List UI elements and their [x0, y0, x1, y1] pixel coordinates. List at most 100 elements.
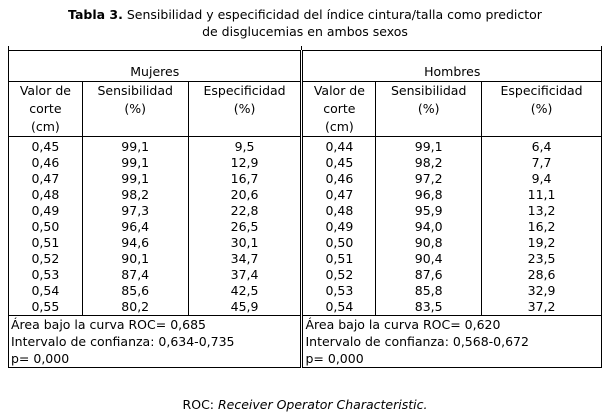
header-text: Sensibilidad — [390, 83, 467, 98]
cell-specificity-women: 26,5 — [188, 219, 304, 235]
footer-p-women: p= 0,000 — [11, 351, 70, 366]
cell-cutoff-men: 0,50 — [301, 235, 377, 251]
cell-cutoff-men: 0,46 — [301, 171, 377, 187]
cell-specificity-men: 19,2 — [481, 235, 602, 251]
cell-specificity-women: 22,8 — [188, 203, 304, 219]
footer-men: Área bajo la curva ROC= 0,620 Intervalo … — [301, 315, 602, 368]
col-header-specificity-women: Especificidad (%) — [188, 81, 304, 137]
cell-sensitivity-men: 85,8 — [375, 283, 483, 299]
footer-auc-women: Área bajo la curva ROC= 0,685 — [11, 317, 206, 332]
cell-cutoff-women: 0,53 — [8, 267, 83, 283]
table-row: 0,55 80,2 45,9 0,54 83,5 37,2 — [8, 299, 602, 316]
cell-sensitivity-women: 90,1 — [82, 251, 189, 267]
col-header-sensitivity-men: Sensibilidad (%) — [375, 81, 483, 137]
table-note: ROC: Receiver Operator Characteristic. — [0, 397, 610, 412]
footer-women: Área bajo la curva ROC= 0,685 Intervalo … — [7, 315, 304, 368]
group-men: Hombres — [301, 50, 602, 82]
table-row: 0,51 94,6 30,1 0,50 90,8 19,2 — [8, 235, 602, 251]
cell-specificity-women: 45,9 — [188, 299, 304, 316]
data-table-frame: Mujeres Hombres Valor de corte (cm) Sens… — [7, 46, 602, 406]
cell-specificity-men: 13,2 — [481, 203, 602, 219]
table-caption: Tabla 3. Sensibilidad y especificidad de… — [0, 6, 610, 40]
cell-sensitivity-women: 80,2 — [82, 299, 189, 316]
cell-cutoff-women: 0,50 — [8, 219, 83, 235]
footer-p-men: p= 0,000 — [305, 351, 364, 366]
header-text: (%) — [530, 101, 553, 116]
table-row: 0,49 97,3 22,8 0,48 95,9 13,2 — [8, 203, 602, 219]
cell-cutoff-men: 0,53 — [301, 283, 377, 299]
table-top-spacer — [7, 46, 602, 51]
cell-sensitivity-women: 99,1 — [82, 155, 189, 171]
header-text: Valor de — [313, 83, 365, 98]
cell-cutoff-men: 0,54 — [301, 299, 377, 316]
col-header-cutoff-women: Valor de corte (cm) — [8, 81, 83, 137]
cell-cutoff-men: 0,45 — [301, 155, 377, 171]
cell-sensitivity-men: 83,5 — [375, 299, 483, 316]
cell-sensitivity-women: 99,1 — [82, 171, 189, 187]
header-text: (cm) — [30, 119, 60, 134]
header-text: Valor de — [19, 83, 71, 98]
header-text: Sensibilidad — [97, 83, 173, 98]
table-row: 0,48 98,2 20,6 0,47 96,8 11,1 — [8, 187, 602, 203]
cell-cutoff-women: 0,55 — [8, 299, 83, 316]
cell-specificity-men: 7,7 — [481, 155, 602, 171]
cell-cutoff-women: 0,54 — [8, 283, 83, 299]
cell-sensitivity-men: 90,4 — [375, 251, 483, 267]
cell-sensitivity-women: 97,3 — [82, 203, 189, 219]
caption-line-2: de disglucemias en ambos sexos — [202, 24, 408, 39]
footer-ci-women: Intervalo de confianza: 0,634-0,735 — [11, 334, 235, 349]
cell-specificity-women: 30,1 — [188, 235, 304, 251]
cell-cutoff-men: 0,44 — [301, 136, 377, 155]
table-row: 0,46 99,1 12,9 0,45 98,2 7,7 — [8, 155, 602, 171]
data-table: Mujeres Hombres Valor de corte (cm) Sens… — [7, 46, 602, 368]
cell-sensitivity-men: 96,8 — [375, 187, 483, 203]
cell-sensitivity-women: 99,1 — [82, 136, 189, 155]
table-row: 0,52 90,1 34,7 0,51 90,4 23,5 — [8, 251, 602, 267]
cell-cutoff-men: 0,47 — [301, 187, 377, 203]
cell-sensitivity-women: 87,4 — [82, 267, 189, 283]
cell-cutoff-men: 0,48 — [301, 203, 377, 219]
header-text: corte — [29, 101, 62, 116]
cell-cutoff-women: 0,47 — [8, 171, 83, 187]
cell-sensitivity-men: 98,2 — [375, 155, 483, 171]
caption-line-1: Tabla 3. Sensibilidad y especificidad de… — [0, 6, 610, 23]
header-text: (%) — [233, 101, 256, 116]
footer-ci-men: Intervalo de confianza: 0,568-0,672 — [305, 334, 529, 349]
group-women: Mujeres — [7, 50, 304, 82]
header-text: corte — [323, 101, 356, 116]
cell-cutoff-men: 0,52 — [301, 267, 377, 283]
note-abbr: ROC: — [182, 397, 218, 412]
cell-sensitivity-women: 94,6 — [82, 235, 189, 251]
cell-cutoff-men: 0,51 — [301, 251, 377, 267]
cell-specificity-men: 6,4 — [481, 136, 602, 155]
header-text: Especificidad — [203, 83, 286, 98]
table-row: 0,53 87,4 37,4 0,52 87,6 28,6 — [8, 267, 602, 283]
cell-specificity-men: 11,1 — [481, 187, 602, 203]
table-row: 0,45 99,1 9,5 0,44 99,1 6,4 — [8, 136, 602, 155]
caption-title: Sensibilidad y especificidad del índice … — [122, 7, 542, 22]
col-header-cutoff-men: Valor de corte (cm) — [301, 81, 377, 137]
cell-cutoff-men: 0,49 — [301, 219, 377, 235]
cell-sensitivity-men: 95,9 — [375, 203, 483, 219]
cell-cutoff-women: 0,45 — [8, 136, 83, 155]
header-text: Especificidad — [500, 83, 583, 98]
cell-specificity-women: 20,6 — [188, 187, 304, 203]
cell-sensitivity-men: 94,0 — [375, 219, 483, 235]
cell-specificity-women: 42,5 — [188, 283, 304, 299]
cell-specificity-men: 23,5 — [481, 251, 602, 267]
cell-cutoff-women: 0,51 — [8, 235, 83, 251]
cell-specificity-men: 37,2 — [481, 299, 602, 316]
column-header-row: Valor de corte (cm) Sensibilidad (%) Esp… — [8, 81, 602, 137]
col-header-sensitivity-women: Sensibilidad (%) — [82, 81, 189, 137]
cell-cutoff-women: 0,52 — [8, 251, 83, 267]
header-text: (%) — [124, 101, 147, 116]
cell-sensitivity-men: 97,2 — [375, 171, 483, 187]
group-header-row: Mujeres Hombres — [7, 50, 602, 82]
cell-cutoff-women: 0,48 — [8, 187, 83, 203]
cell-specificity-women: 16,7 — [188, 171, 304, 187]
cell-specificity-women: 34,7 — [188, 251, 304, 267]
cell-sensitivity-men: 87,6 — [375, 267, 483, 283]
cell-specificity-men: 32,9 — [481, 283, 602, 299]
header-text: (%) — [417, 101, 440, 116]
cell-specificity-women: 12,9 — [188, 155, 304, 171]
